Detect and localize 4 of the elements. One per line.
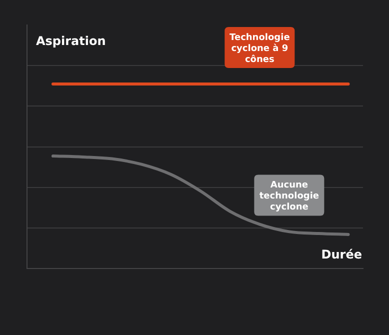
text: Technologie cyclone à 9 cônes bbox=[230, 33, 290, 66]
series-label: Aucune technologie cyclone bbox=[259, 180, 320, 213]
x-axis-title: Durée bbox=[321, 248, 362, 262]
y-axis-title: Aspiration bbox=[36, 34, 106, 48]
